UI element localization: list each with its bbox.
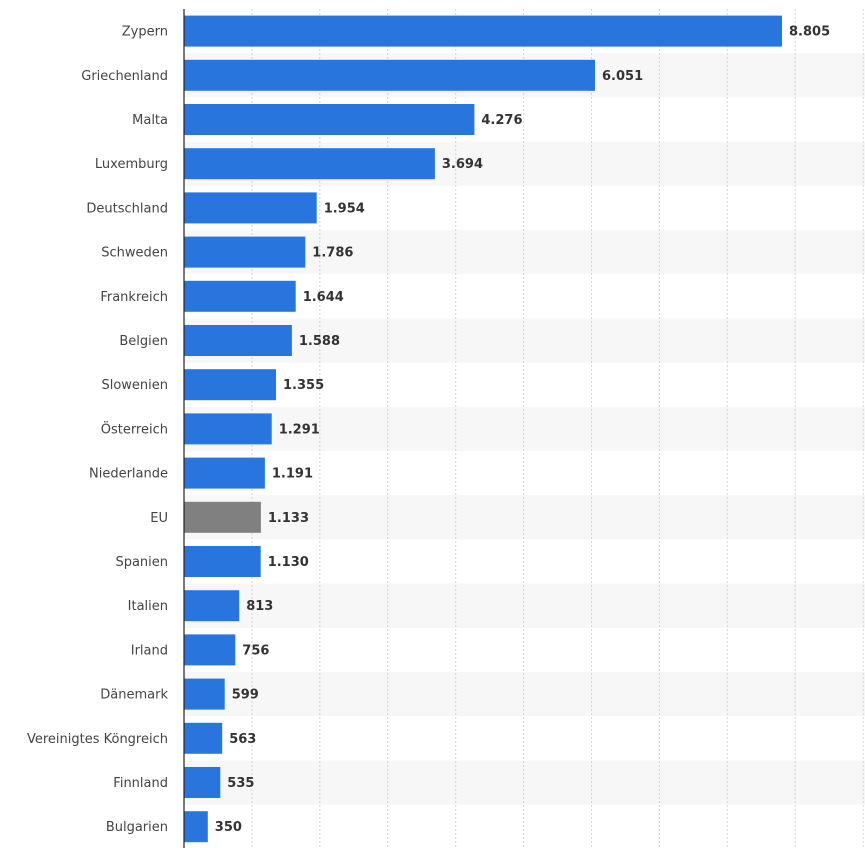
- bar: [184, 325, 292, 356]
- category-labels: Zypern Griechenland Malta Luxemburg Deutschl…: [27, 25, 169, 836]
- value-label: 8.805: [789, 25, 830, 40]
- category-label: Schweden: [101, 246, 168, 261]
- bar: [184, 546, 261, 577]
- value-label: 756: [242, 643, 269, 658]
- value-label: 1.291: [279, 422, 320, 437]
- value-label: 1.130: [268, 555, 309, 570]
- bar: [184, 104, 475, 135]
- value-label: 1.786: [312, 246, 353, 261]
- bar: [184, 280, 296, 312]
- row-stripe: [184, 406, 865, 451]
- category-label: Malta: [132, 113, 168, 128]
- value-label: 350: [215, 820, 242, 835]
- bar: [184, 59, 595, 91]
- category-label: Frankreich: [100, 290, 168, 305]
- category-label: Dänemark: [100, 688, 168, 703]
- row-stripe: [184, 583, 865, 628]
- category-label: Finnland: [113, 776, 168, 791]
- bar: [184, 236, 306, 268]
- row-stripes: [184, 53, 865, 805]
- bar: [184, 192, 317, 224]
- value-label: 1.355: [283, 378, 324, 393]
- category-label: Italien: [128, 599, 168, 614]
- bar: [184, 369, 276, 401]
- bar: [184, 413, 272, 445]
- value-label: 1.954: [324, 201, 365, 216]
- category-label: Vereinigtes Köngreich: [27, 732, 168, 747]
- row-stripe: [184, 760, 865, 805]
- bar: [184, 590, 240, 622]
- category-label: Slowenien: [101, 378, 168, 393]
- category-label: Deutschland: [86, 201, 168, 216]
- category-label: Zypern: [122, 25, 168, 40]
- value-label: 535: [227, 776, 254, 791]
- row-stripe: [184, 672, 865, 717]
- bar: [184, 634, 236, 666]
- value-label: 1.133: [268, 511, 309, 526]
- value-label: 1.644: [303, 290, 344, 305]
- category-label: Spanien: [115, 555, 168, 570]
- bar: [184, 678, 225, 710]
- category-label: Luxemburg: [95, 157, 168, 172]
- bar: [184, 722, 223, 754]
- category-label: Niederlande: [89, 467, 168, 482]
- value-labels: 8.805 6.051 4.276 3.694 1.954 1.786 1.644 1.588…: [215, 25, 830, 836]
- value-label: 4.276: [481, 113, 522, 128]
- category-label: Irland: [131, 643, 168, 658]
- category-label: Österreich: [101, 420, 168, 437]
- bar: [184, 811, 208, 843]
- bars: [184, 15, 782, 843]
- bar: [184, 501, 261, 533]
- category-label: EU: [150, 511, 168, 526]
- value-label: 813: [246, 599, 273, 614]
- value-label: 6.051: [602, 69, 643, 84]
- bar: [184, 767, 221, 798]
- value-label: 1.588: [299, 334, 340, 349]
- bar: [184, 148, 435, 180]
- value-label: 599: [232, 688, 259, 703]
- row-stripe: [184, 495, 865, 540]
- category-label: Bulgarien: [106, 820, 168, 835]
- category-label: Belgien: [119, 334, 168, 349]
- value-label: 1.191: [272, 467, 313, 482]
- value-label: 3.694: [442, 157, 483, 172]
- bar: [184, 15, 782, 47]
- row-stripe: [184, 318, 865, 363]
- value-label: 563: [229, 732, 256, 747]
- category-label: Griechenland: [81, 69, 168, 84]
- bar: [184, 457, 265, 489]
